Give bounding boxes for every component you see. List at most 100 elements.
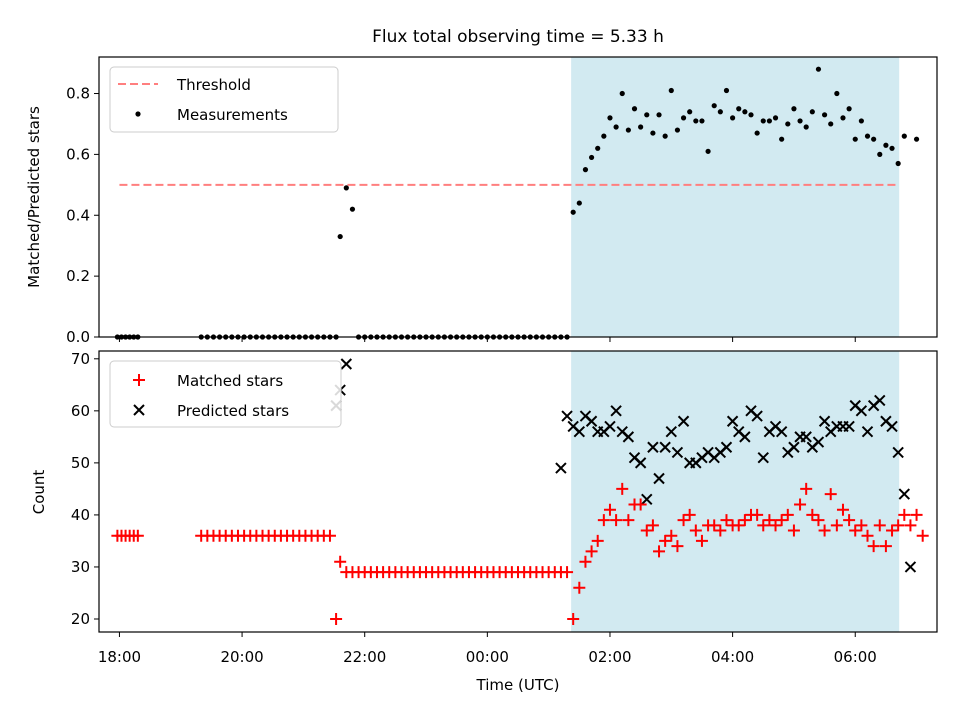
matched-star-point (573, 581, 586, 594)
measurement-point (656, 112, 662, 118)
legend-matched-label: Matched stars (177, 372, 283, 390)
predicted-star-point (757, 451, 769, 464)
x-tick-label: 18:00 (98, 648, 141, 666)
predicted-star-point (861, 425, 874, 438)
legend-measurements-label: Measurements (177, 106, 288, 124)
measurement-point (846, 106, 852, 112)
predicted-star-point (622, 431, 635, 443)
matched-star-point (904, 519, 917, 532)
predicted-star-point (886, 420, 898, 433)
measurement-point (901, 133, 907, 139)
measurement-point (662, 133, 668, 139)
top-panel: 0.00.20.40.60.8 Matched/Predicted stars … (25, 56, 938, 346)
measurement-point (337, 233, 343, 240)
measurement-point (742, 109, 748, 115)
measurement-point (791, 106, 797, 112)
measurement-point (711, 103, 717, 109)
measurement-point (785, 121, 791, 127)
matched-star-point (910, 508, 923, 521)
matched-star-point (653, 545, 666, 558)
matched-star-point (330, 612, 343, 625)
measurement-point (871, 136, 877, 142)
matched-star-point (695, 534, 708, 547)
predicted-star-point (775, 425, 788, 438)
measurement-point (815, 66, 822, 72)
matched-star-point (708, 519, 721, 532)
predicted-star-point (812, 436, 825, 448)
measurement-point (864, 133, 871, 139)
predicted-stars-series (331, 358, 917, 573)
predicted-star-point (751, 410, 763, 422)
matched-star-point (818, 524, 831, 537)
matched-star-point (843, 514, 856, 527)
predicted-star-point (604, 420, 616, 433)
legend-matched-swatch (133, 374, 145, 386)
matched-star-point (916, 529, 929, 542)
matched-star-point (781, 508, 794, 521)
matched-star-point (597, 514, 610, 527)
matched-star-point (131, 529, 144, 542)
top-observing-window (571, 57, 900, 337)
measurement-point (650, 130, 656, 136)
measurement-point (772, 115, 779, 121)
matched-star-point (659, 534, 672, 547)
measurement-point (852, 136, 858, 142)
predicted-star-point (739, 431, 751, 443)
predicted-star-point (904, 561, 917, 573)
predicted-star-point (788, 441, 800, 453)
top-y-tick-label: 0.4 (66, 206, 90, 224)
predicted-star-point (340, 358, 353, 370)
matched-star-point (323, 529, 336, 542)
measurement-point (809, 109, 815, 115)
matched-star-point (849, 524, 862, 537)
matched-star-point (757, 519, 770, 532)
measurement-point (349, 206, 356, 212)
matched-star-point (591, 534, 604, 547)
measurement-point (680, 115, 687, 121)
measurement-point (582, 167, 589, 173)
matched-star-point (579, 555, 592, 568)
bottom-y-tick-label: 30 (71, 558, 90, 576)
measurement-point (576, 200, 582, 206)
measurement-point (638, 124, 644, 130)
measurement-point (883, 142, 889, 148)
x-tick-label: 02:00 (588, 648, 631, 666)
matched-star-point (603, 503, 616, 516)
legend-measurements-swatch (135, 111, 141, 117)
matched-star-point (683, 508, 696, 521)
matched-star-point (665, 529, 678, 542)
bottom-observing-window (571, 351, 900, 632)
matched-star-point (561, 566, 574, 579)
top-plot-frame (98, 56, 938, 338)
bottom-y-tick-label: 50 (71, 454, 90, 472)
bottom-panel: 20 30 40 50 60 70 18:00 20:00 22:00 00:00 02:00 04… (30, 350, 938, 694)
top-legend: Threshold Measurements (109, 66, 339, 133)
measurement-point (570, 209, 576, 215)
matched-star-point (824, 488, 837, 501)
top-y-tick-label: 0.2 (66, 267, 90, 285)
matched-star-point (898, 508, 911, 521)
matched-star-point (861, 529, 874, 542)
matched-star-point (738, 514, 751, 527)
measurement-point (877, 151, 883, 157)
measurement-point (889, 145, 895, 151)
matched-star-point (751, 508, 764, 521)
measurement-point (748, 112, 754, 118)
matched-star-point (836, 503, 849, 516)
measurement-point (760, 118, 766, 124)
matched-star-point (892, 519, 905, 532)
x-tick-label: 20:00 (220, 648, 263, 666)
bottom-y-tick-label: 40 (71, 506, 90, 524)
matched-star-point (334, 555, 347, 568)
measurement-point (343, 185, 349, 191)
measurement-point (766, 118, 773, 124)
top-y-tick-label: 0.0 (66, 328, 90, 346)
matched-star-point (622, 514, 635, 527)
bottom-legend-box (109, 360, 342, 428)
matched-star-point (775, 514, 788, 527)
measurement-point (693, 118, 699, 124)
measurement-point (840, 115, 846, 121)
measurement-point (644, 112, 650, 118)
matched-star-point (879, 540, 892, 553)
bottom-xticks: 18:00 20:00 22:00 00:00 02:00 04:00 06:00 (98, 632, 877, 666)
